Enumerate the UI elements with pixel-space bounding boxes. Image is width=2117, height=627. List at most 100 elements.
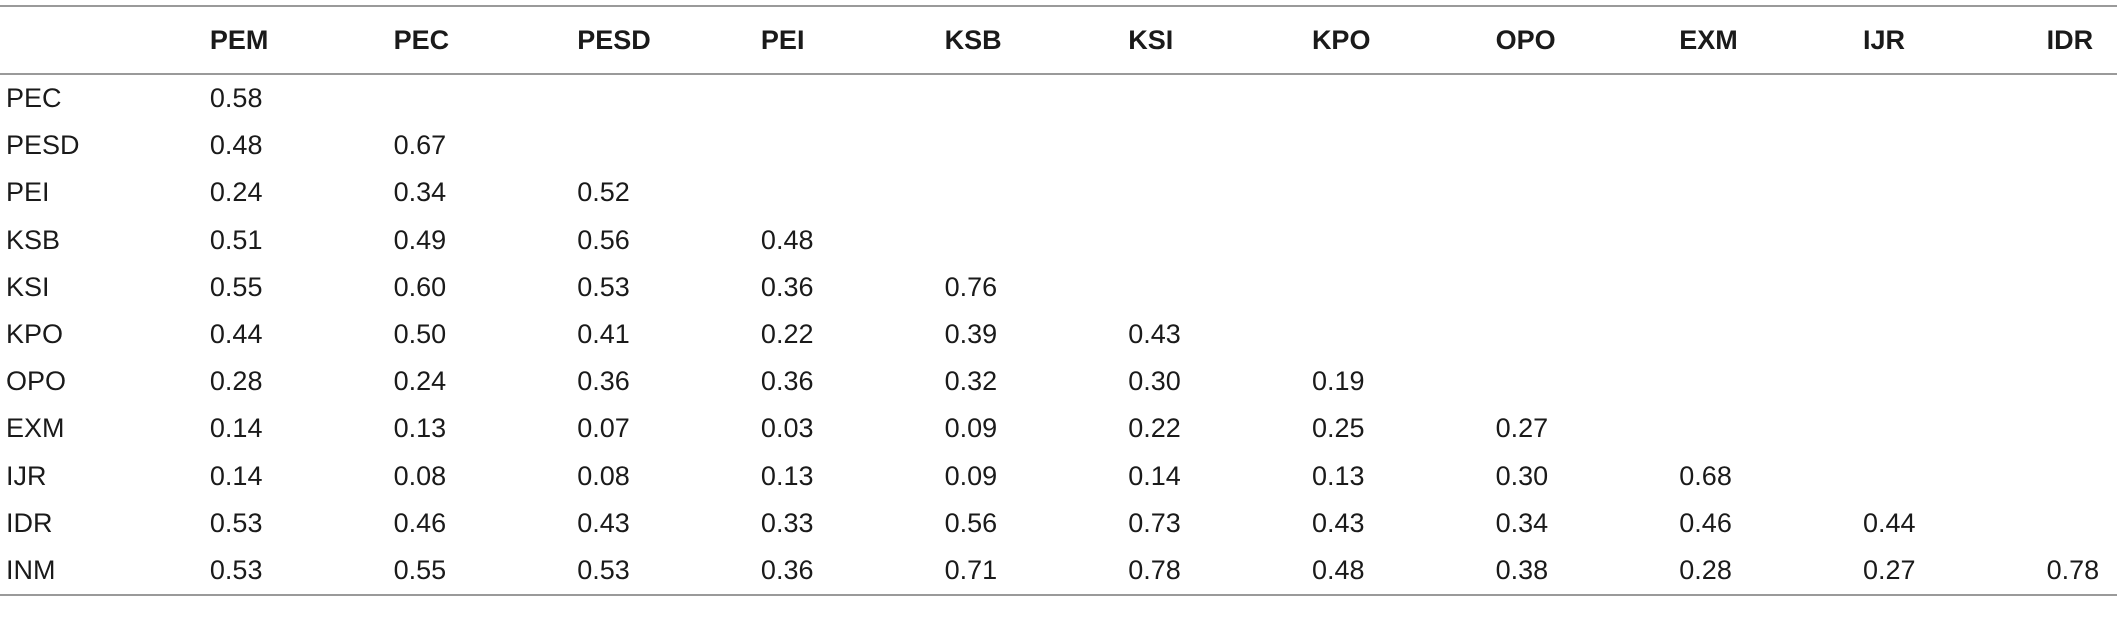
- table-row: EXM 0.14 0.13 0.07 0.03 0.09 0.22 0.25 0.27: [0, 405, 2117, 452]
- table-cell: 0.14: [1128, 460, 1181, 491]
- table-cell: 0.76: [944, 271, 998, 302]
- table-row: PEC 0.58: [0, 74, 2117, 122]
- row-label: KSI: [6, 271, 50, 302]
- table-cell: 0.67: [393, 130, 447, 161]
- table-cell: 0.19: [1311, 366, 1365, 397]
- table-cell: 0.24: [209, 177, 263, 208]
- table-row: IJR 0.14 0.08 0.08 0.13 0.09 0.14 0.13 0.30 0.68: [0, 453, 2117, 500]
- table-cell: 0.52: [577, 177, 630, 208]
- table-row: INM 0.53 0.55 0.53 0.36 0.71 0.78 0.48 0.38 0.28 0…: [0, 546, 2117, 597]
- table-cell: 0.48: [760, 224, 814, 255]
- table-cell: 0.43: [1128, 319, 1181, 350]
- row-label: INM: [0, 546, 210, 597]
- table-cell: 0.78: [2046, 546, 2117, 597]
- table-cell: [1679, 74, 1863, 122]
- table-cell: [1679, 217, 1863, 264]
- table-cell: 0.50: [393, 319, 447, 350]
- table-cell: 0.39: [944, 319, 998, 350]
- table-cell: 0.13: [760, 460, 814, 491]
- table-cell: 0.34: [393, 177, 447, 208]
- table-cell: [1496, 122, 1680, 169]
- table-cell: 0.22: [760, 319, 814, 350]
- table-cell: [1679, 358, 1863, 405]
- table-cell: 0.09: [944, 460, 998, 491]
- table-row: KSB 0.51 0.49 0.56 0.48: [0, 217, 2117, 264]
- table-cell: [1128, 74, 1312, 122]
- table-cell: 0.58: [209, 83, 263, 114]
- table-cell: 0.30: [1495, 460, 1549, 491]
- table-cell: 0.55: [393, 546, 578, 597]
- table-cell: 0.53: [209, 546, 394, 597]
- table-cell: 0.30: [1128, 366, 1181, 397]
- row-label: PEI: [6, 177, 50, 208]
- table-cell: 0.60: [393, 271, 447, 302]
- table-cell: 0.27: [1862, 546, 2047, 597]
- table-cell: 0.13: [393, 413, 447, 444]
- table-cell: [1128, 122, 1312, 169]
- correlation-table: PEM PEC PESD PEI KSB KSI KPO OPO EXM IJR IDR PEC 0.…: [0, 5, 2117, 597]
- table-cell: 0.43: [577, 507, 630, 538]
- table-cell: [1679, 311, 1863, 358]
- table-cell: [1496, 311, 1680, 358]
- table-cell: [1863, 311, 2047, 358]
- table-cell: 0.48: [1311, 546, 1496, 597]
- header-cell-pesd: PESD: [577, 5, 761, 75]
- table-cell: 0.24: [393, 366, 447, 397]
- header-cell-pei: PEI: [760, 5, 945, 75]
- table-cell: [1679, 264, 1863, 311]
- table-cell: [945, 217, 1129, 264]
- header-cell-ksb: KSB: [944, 5, 1129, 75]
- header-cell-pem: PEM: [209, 5, 394, 75]
- table-cell: 0.07: [577, 413, 630, 444]
- table-cell: 0.53: [577, 546, 761, 597]
- table-cell: [577, 122, 761, 169]
- table-row: KPO 0.44 0.50 0.41 0.22 0.39 0.43: [0, 311, 2117, 358]
- header-cell-idr: IDR: [2046, 5, 2117, 75]
- table-cell: [2047, 311, 2117, 358]
- table-cell: 0.27: [1495, 413, 1549, 444]
- table-cell: [945, 122, 1129, 169]
- table-cell: 0.53: [209, 507, 263, 538]
- table-cell: [1496, 264, 1680, 311]
- table-body: PEC 0.58 PESD 0.48 0.67 PEI 0.24 0.34 0.52 KSB 0.5…: [0, 74, 2117, 597]
- row-label: PESD: [6, 130, 80, 161]
- table-cell: 0.55: [209, 271, 263, 302]
- table-cell: 0.44: [209, 319, 263, 350]
- row-label: IDR: [6, 507, 53, 538]
- table-cell: [1863, 358, 2047, 405]
- table-cell: [1312, 122, 1496, 169]
- table-cell: [1496, 217, 1680, 264]
- table-cell: 0.14: [209, 460, 263, 491]
- table-cell: 0.36: [760, 271, 814, 302]
- table-cell: 0.28: [209, 366, 263, 397]
- table-cell: 0.14: [209, 413, 263, 444]
- table-cell: [1128, 264, 1312, 311]
- table-row: PESD 0.48 0.67: [0, 122, 2117, 169]
- table-row: IDR 0.53 0.46 0.43 0.33 0.56 0.73 0.43 0.34 0.46 0…: [0, 500, 2117, 547]
- table-cell: [1863, 169, 2047, 216]
- table-cell: [945, 74, 1129, 122]
- table-cell: [761, 169, 945, 216]
- table-cell: [1863, 217, 2047, 264]
- table-cell: 0.36: [577, 366, 630, 397]
- table-header: PEM PEC PESD PEI KSB KSI KPO OPO EXM IJR IDR: [0, 5, 2117, 75]
- header-cell-kpo: KPO: [1311, 5, 1496, 75]
- table-cell: 0.46: [1679, 507, 1732, 538]
- table-cell: 0.25: [1311, 413, 1365, 444]
- table-cell: [2047, 405, 2117, 452]
- table-cell: [1496, 74, 1680, 122]
- table-cell: [1863, 453, 2047, 500]
- header-cell-exm: EXM: [1679, 5, 1863, 75]
- table-cell: 0.43: [1311, 507, 1365, 538]
- table-cell: 0.78: [1128, 546, 1312, 597]
- header-cell-ksi: KSI: [1128, 5, 1312, 75]
- table-cell: 0.71: [944, 546, 1129, 597]
- table-cell: [1863, 74, 2047, 122]
- header-cell-opo: OPO: [1495, 5, 1680, 75]
- table-cell: [577, 74, 761, 122]
- table-cell: 0.33: [760, 507, 814, 538]
- table-cell: 0.51: [209, 224, 263, 255]
- table-cell: 0.08: [393, 460, 447, 491]
- table-cell: 0.73: [1128, 507, 1181, 538]
